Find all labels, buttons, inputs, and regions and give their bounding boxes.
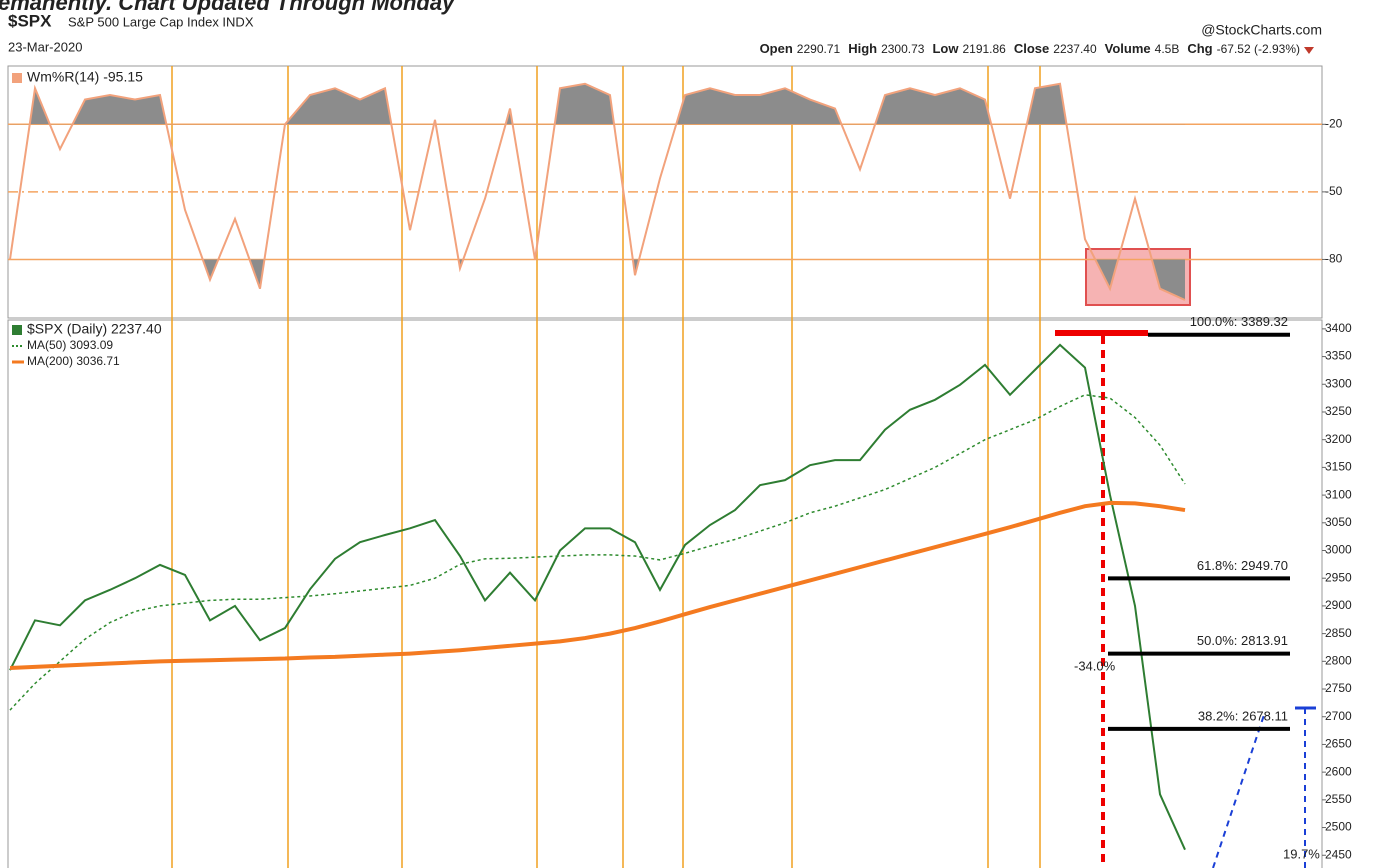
y-tick-label: 3350 xyxy=(1325,349,1352,363)
fib-label: 38.2%: 2678.11 xyxy=(1198,708,1288,723)
source: @StockCharts.com xyxy=(1201,22,1322,38)
y-tick-label: 3150 xyxy=(1325,460,1352,474)
y-tick-label: 2450 xyxy=(1325,847,1352,861)
legend-label: MA(200) 3036.71 xyxy=(27,354,120,368)
y-tick-label: 3250 xyxy=(1325,404,1352,418)
banner: emanently. Chart Updated Through Monday xyxy=(0,0,456,15)
y-tick-label: 2950 xyxy=(1325,570,1352,584)
y-tick-label: 3200 xyxy=(1325,432,1352,446)
price-panel xyxy=(7,319,1323,868)
y-tick-label: 2600 xyxy=(1325,764,1352,778)
change-arrow xyxy=(1304,47,1314,54)
legend-label: MA(50) 3093.09 xyxy=(27,338,113,352)
date: 23-Mar-2020 xyxy=(8,39,82,54)
series-line xyxy=(9,394,1186,711)
stat-label: High xyxy=(848,41,877,56)
legend-label: $SPX (Daily) 2237.40 xyxy=(27,321,162,337)
stat-label: Volume xyxy=(1105,41,1151,56)
fib-label: 61.8%: 2949.70 xyxy=(1197,558,1288,573)
y-tick-label: 2750 xyxy=(1325,681,1352,695)
annotation: 19.7% xyxy=(1283,846,1320,861)
y-tick-label: 2650 xyxy=(1325,737,1352,751)
series-line xyxy=(9,343,1186,851)
stats: Open 2290.71 High 2300.73 Low 2191.86 Close 223… xyxy=(760,41,1300,56)
stat-value: 2237.40 xyxy=(1053,42,1097,56)
panel-frame xyxy=(7,65,1323,868)
y-tick-label: 2550 xyxy=(1325,792,1352,806)
y-tick-label: 2800 xyxy=(1325,653,1352,667)
stat-value: 2290.71 xyxy=(797,42,841,56)
annotation: -34.0% xyxy=(1074,658,1116,673)
series-line xyxy=(9,500,1186,670)
projection-line xyxy=(1212,711,1266,868)
stat-value: -67.52 (-2.93%) xyxy=(1217,42,1300,56)
y-tick-label: -20 xyxy=(1325,116,1343,130)
y-tick-label: 3000 xyxy=(1325,543,1352,557)
y-tick-label: 3100 xyxy=(1325,487,1352,501)
stat-value: 2300.73 xyxy=(881,42,925,56)
fib-label: 100.0%: 3389.32 xyxy=(1190,314,1288,329)
y-tick-label: 3300 xyxy=(1325,376,1352,390)
y-tick-label: 3400 xyxy=(1325,321,1352,335)
y-tick-label: 2700 xyxy=(1325,709,1352,723)
stat-label: Chg xyxy=(1187,41,1212,56)
y-tick-label: 2500 xyxy=(1325,820,1352,834)
symbol: $SPX xyxy=(8,11,52,30)
legend-icon xyxy=(12,73,22,83)
y-tick-label: 3050 xyxy=(1325,515,1352,529)
cycle-lines xyxy=(171,66,1041,868)
stat-value: 4.5B xyxy=(1155,42,1180,56)
fib-label: 50.0%: 2813.91 xyxy=(1197,633,1288,648)
index-name: S&P 500 Large Cap Index INDX xyxy=(68,14,254,29)
y-tick-label: 2900 xyxy=(1325,598,1352,612)
series-line xyxy=(9,82,1186,301)
y-tick-label: 2850 xyxy=(1325,626,1352,640)
y-tick-label: -80 xyxy=(1325,252,1343,266)
stat-label: Low xyxy=(932,41,959,56)
y-tick-label: -50 xyxy=(1325,184,1343,198)
stat-label: Close xyxy=(1014,41,1049,56)
legend-icon xyxy=(12,325,22,335)
stat-label: Open xyxy=(760,41,793,56)
stat-value: 2191.86 xyxy=(962,42,1006,56)
legend-label: Wm%R(14) -95.15 xyxy=(27,69,143,85)
